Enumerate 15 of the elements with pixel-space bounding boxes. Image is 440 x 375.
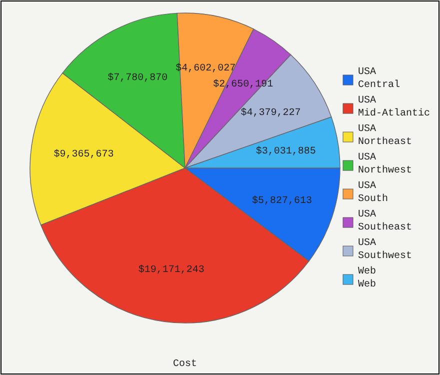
data-label: $7,780,870 bbox=[108, 72, 168, 84]
data-label: $9,365,673 bbox=[54, 148, 114, 160]
data-label: $3,031,885 bbox=[256, 146, 316, 158]
data-label: $5,827,613 bbox=[252, 195, 312, 208]
legend-label: USA Mid-Atlantic bbox=[358, 96, 430, 120]
legend-label: USA Northwest bbox=[358, 152, 412, 176]
legend-label: USA South bbox=[358, 181, 388, 205]
legend-label: USA Southwest bbox=[358, 238, 412, 262]
legend-label: USA Southeast bbox=[358, 210, 412, 234]
legend-label: USA Central bbox=[358, 67, 400, 91]
text: Cost bbox=[172, 359, 198, 370]
legend-label: Web Web bbox=[358, 266, 376, 290]
data-label: $19,171,243 bbox=[138, 264, 204, 276]
legend-label: USA Northeast bbox=[358, 124, 412, 148]
data-label: $4,379,227 bbox=[240, 106, 301, 119]
